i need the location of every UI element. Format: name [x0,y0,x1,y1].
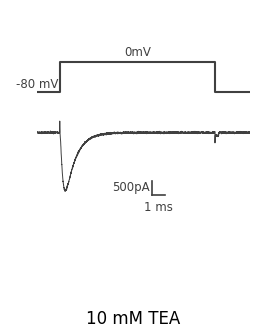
Text: 0mV: 0mV [124,46,151,59]
Text: 1 ms: 1 ms [144,201,173,214]
Text: 10 mM TEA: 10 mM TEA [86,310,180,328]
Text: -80 mV: -80 mV [16,78,59,91]
Text: 500pA: 500pA [112,181,150,194]
